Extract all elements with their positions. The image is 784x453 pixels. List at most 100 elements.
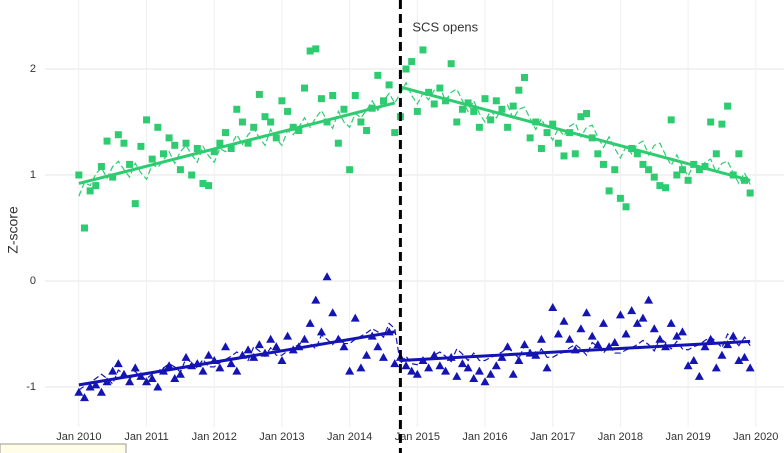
x-tick-label: Jan 2019 bbox=[665, 431, 710, 443]
data-point bbox=[656, 182, 664, 190]
data-point bbox=[745, 363, 755, 372]
data-point bbox=[655, 334, 665, 343]
x-tick-label: Jan 2012 bbox=[192, 431, 237, 443]
data-point bbox=[148, 155, 156, 163]
data-point bbox=[615, 310, 625, 319]
data-point bbox=[192, 359, 202, 368]
data-point bbox=[96, 387, 106, 396]
data-point bbox=[633, 150, 641, 158]
trend-line bbox=[78, 101, 396, 185]
annotation: SCS opens bbox=[412, 19, 478, 34]
data-point bbox=[446, 352, 456, 361]
data-point bbox=[114, 131, 122, 139]
data-point bbox=[548, 303, 558, 311]
y-tick-label: 1 bbox=[30, 169, 36, 181]
data-point bbox=[508, 369, 518, 378]
data-point bbox=[531, 350, 541, 359]
data-point bbox=[717, 350, 727, 359]
data-point bbox=[79, 393, 89, 402]
data-point bbox=[205, 182, 213, 190]
data-point bbox=[515, 86, 523, 94]
data-point bbox=[610, 337, 620, 346]
x-tick-label: Jan 2016 bbox=[462, 431, 507, 443]
data-point bbox=[255, 90, 263, 98]
data-point bbox=[351, 92, 359, 99]
data-point bbox=[339, 342, 349, 351]
data-point bbox=[176, 166, 184, 174]
data-point bbox=[554, 139, 562, 147]
data-point bbox=[542, 363, 552, 372]
data-point bbox=[267, 118, 275, 126]
data-point bbox=[741, 176, 749, 184]
data-point bbox=[193, 145, 201, 152]
data-point bbox=[491, 361, 501, 370]
data-point bbox=[379, 97, 387, 105]
data-point bbox=[74, 387, 84, 396]
data-point bbox=[645, 166, 653, 174]
data-point bbox=[158, 366, 168, 375]
data-point bbox=[559, 316, 569, 325]
data-point bbox=[503, 342, 513, 351]
data-point bbox=[271, 342, 281, 351]
data-point bbox=[311, 295, 321, 304]
data-point bbox=[430, 100, 438, 108]
data-point bbox=[401, 361, 411, 370]
data-point bbox=[441, 366, 451, 375]
data-point bbox=[598, 318, 608, 327]
data-point bbox=[492, 97, 500, 105]
data-point bbox=[712, 150, 720, 158]
data-point bbox=[402, 65, 410, 73]
data-point bbox=[199, 179, 207, 187]
data-point bbox=[350, 313, 360, 322]
data-point bbox=[707, 118, 715, 126]
data-point bbox=[677, 327, 687, 336]
data-point bbox=[165, 134, 173, 142]
data-point bbox=[131, 200, 139, 208]
y-tick-label: 0 bbox=[30, 275, 36, 287]
x-tick-label: Jan 2017 bbox=[530, 431, 575, 443]
data-point bbox=[210, 148, 218, 156]
data-point bbox=[142, 377, 152, 386]
data-point bbox=[198, 366, 208, 375]
data-point bbox=[604, 342, 614, 351]
data-point bbox=[378, 352, 388, 361]
x-tick-label: Jan 2018 bbox=[598, 431, 643, 443]
data-point bbox=[346, 166, 354, 174]
data-point bbox=[317, 95, 325, 103]
x-tick-label: Jan 2020 bbox=[733, 431, 778, 443]
data-point bbox=[729, 171, 737, 179]
data-point bbox=[689, 356, 699, 364]
data-point bbox=[374, 71, 382, 79]
data-point bbox=[644, 295, 654, 304]
data-point bbox=[97, 163, 105, 171]
data-point bbox=[695, 166, 703, 174]
data-point bbox=[75, 171, 83, 179]
data-point bbox=[583, 110, 591, 118]
data-point bbox=[718, 120, 726, 128]
data-point bbox=[153, 382, 163, 391]
data-point bbox=[690, 160, 698, 168]
data-point bbox=[182, 139, 190, 147]
data-point bbox=[175, 369, 185, 378]
data-point bbox=[588, 134, 596, 142]
data-point bbox=[594, 150, 602, 158]
data-point bbox=[413, 107, 421, 115]
data-point bbox=[368, 104, 376, 112]
data-point bbox=[170, 374, 180, 383]
data-point bbox=[611, 166, 619, 174]
data-point bbox=[295, 126, 303, 134]
data-point bbox=[560, 152, 568, 160]
data-point bbox=[300, 84, 308, 92]
data-point bbox=[429, 350, 439, 359]
trend-line bbox=[78, 330, 396, 387]
data-point bbox=[672, 331, 682, 340]
data-point bbox=[498, 105, 506, 113]
data-point bbox=[436, 84, 444, 92]
data-point bbox=[587, 331, 597, 340]
x-tick-label: Jan 2010 bbox=[56, 431, 101, 443]
data-point bbox=[678, 166, 686, 174]
data-point bbox=[520, 340, 530, 349]
data-point bbox=[537, 145, 545, 152]
data-point bbox=[277, 356, 287, 364]
data-point bbox=[666, 318, 676, 327]
